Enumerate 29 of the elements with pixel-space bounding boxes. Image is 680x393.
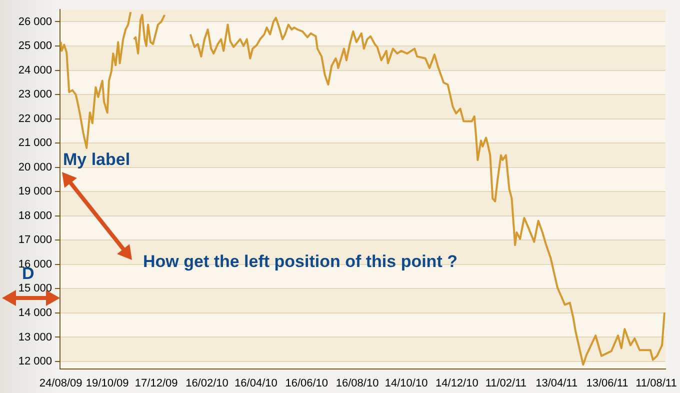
x-tick-label: 14/12/10 bbox=[436, 377, 478, 390]
y-tick-label: 18 000 bbox=[18, 210, 52, 222]
y-tick-label: 24 000 bbox=[18, 64, 52, 76]
x-tick-label: 16/08/10 bbox=[336, 377, 379, 390]
y-tick-label: 19 000 bbox=[18, 186, 52, 198]
x-tick-label: 16/04/10 bbox=[234, 377, 278, 390]
x-tick-label: 16/06/10 bbox=[285, 377, 328, 390]
y-tick-label: 14 000 bbox=[18, 307, 52, 320]
y-tick-label: 22 000 bbox=[18, 112, 52, 125]
x-tick-label: 19/10/09 bbox=[86, 377, 129, 390]
annotation: How get the left position of this point ? bbox=[143, 252, 458, 272]
y-tick-label: 20 000 bbox=[18, 161, 52, 174]
y-tick-label: 13 000 bbox=[18, 331, 52, 344]
x-tick-label: 11/08/11 bbox=[636, 377, 677, 390]
y-tick-label: 17 000 bbox=[18, 234, 52, 246]
x-tick-label: 24/08/09 bbox=[39, 377, 82, 390]
x-tick-label: 17/12/09 bbox=[134, 377, 178, 390]
x-tick-label: 13/06/11 bbox=[586, 377, 628, 390]
annotation: My label bbox=[63, 150, 130, 170]
y-tick-label: 26 000 bbox=[18, 16, 52, 28]
y-tick-label: 23 000 bbox=[18, 88, 52, 101]
y-tick-label: 12 000 bbox=[18, 356, 52, 368]
x-tick-label: 16/02/10 bbox=[186, 377, 228, 390]
y-tick-label: 21 000 bbox=[18, 137, 52, 150]
x-tick-label: 11/02/11 bbox=[485, 377, 527, 390]
y-tick-label: 25 000 bbox=[18, 40, 52, 52]
x-tick-label: 14/10/10 bbox=[384, 377, 428, 390]
y-tick-label: 15 000 bbox=[18, 282, 52, 295]
x-tick-label: 13/04/11 bbox=[536, 377, 578, 390]
